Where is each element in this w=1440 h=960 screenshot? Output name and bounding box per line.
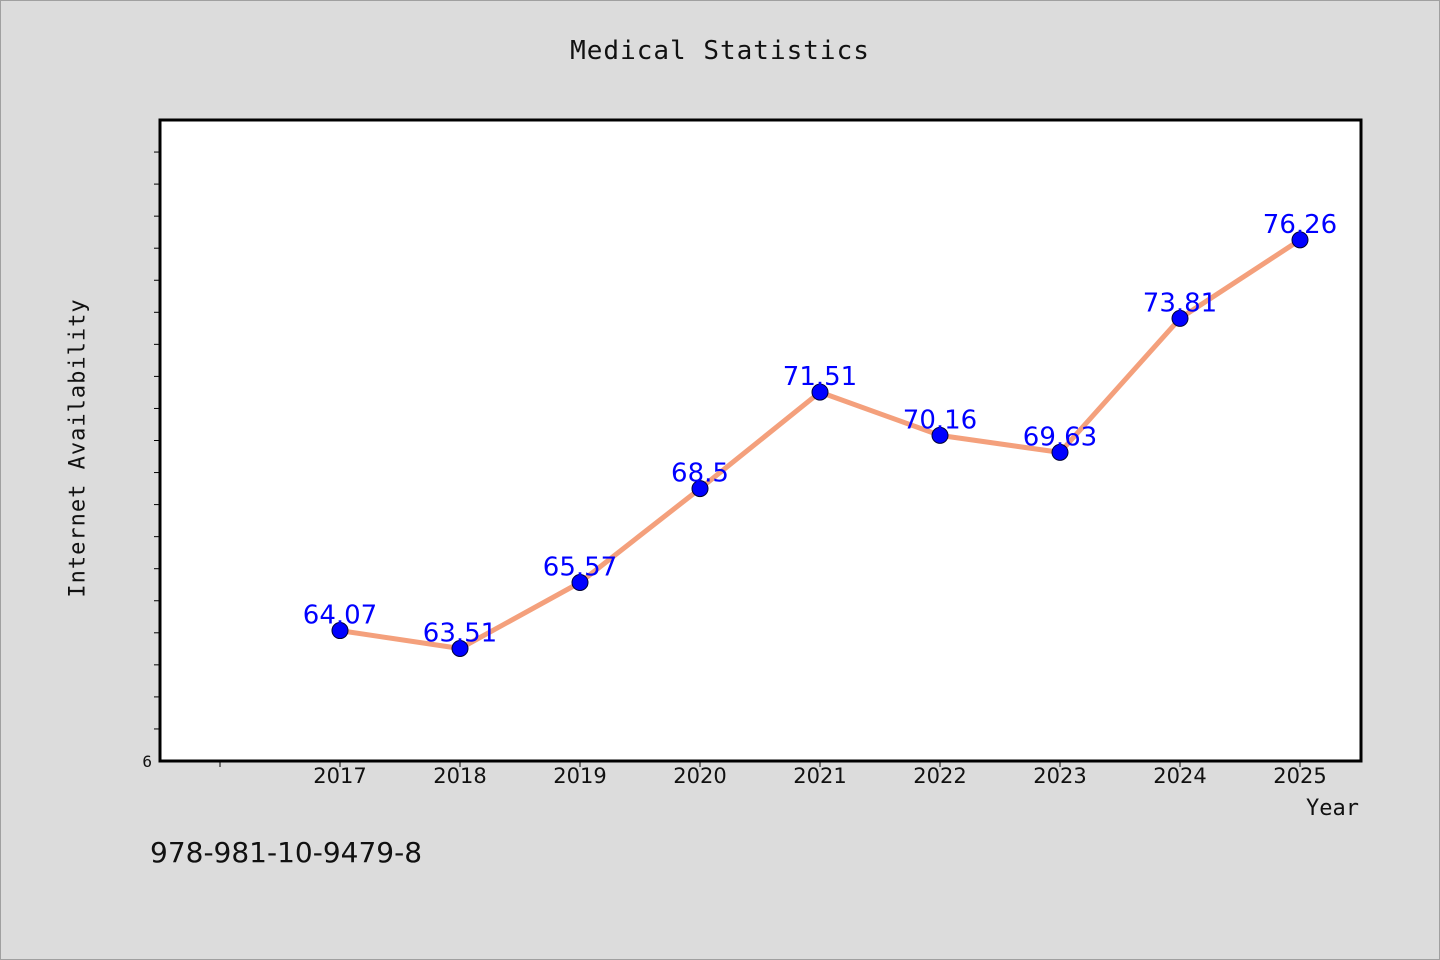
x-axis-ticks: 2017 2018 2019 2020 2021 2022 2023 2024 2025 <box>219 761 1327 788</box>
data-point <box>1171 309 1189 327</box>
x-axis-label: Year <box>1306 796 1359 821</box>
data-label: 69.63 <box>1023 422 1097 452</box>
data-point <box>1291 231 1309 249</box>
data-point <box>571 573 589 591</box>
x-tick-label: 2019 <box>553 764 606 788</box>
data-label: 76.26 <box>1263 210 1337 240</box>
data-label: 65.57 <box>543 552 617 582</box>
data-label: 64.07 <box>303 601 377 631</box>
x-tick-label: 2017 <box>313 764 366 788</box>
data-point <box>691 480 709 498</box>
data-label: 71.51 <box>783 362 857 392</box>
data-label: 63.51 <box>423 619 497 649</box>
y-axis-ticks: 6 <box>142 151 160 771</box>
data-point <box>331 622 349 640</box>
x-tick-label: 2022 <box>913 764 966 788</box>
data-point <box>451 640 469 658</box>
y-tick-label: 6 <box>142 752 152 771</box>
x-tick-label: 2024 <box>1153 764 1206 788</box>
data-labels: 64.07 63.51 65.57 68.5 71.51 70.16 69.63 73.81 7… <box>303 210 1337 649</box>
x-tick-label: 2025 <box>1273 764 1326 788</box>
x-tick-label: 2023 <box>1033 764 1086 788</box>
x-tick-label: 2018 <box>433 764 486 788</box>
isbn-text: 978-981-10-9479-8 <box>150 836 423 869</box>
data-label: 73.81 <box>1143 288 1217 318</box>
data-point <box>1051 443 1069 461</box>
x-tick-label: 2021 <box>793 764 846 788</box>
data-label: 68.5 <box>671 459 729 489</box>
data-series <box>331 231 1309 658</box>
data-label: 70.16 <box>903 405 977 435</box>
chart-title: Medical Statistics <box>570 36 870 66</box>
data-point <box>811 383 829 401</box>
x-tick-label: 2020 <box>673 764 726 788</box>
data-point <box>931 426 949 444</box>
